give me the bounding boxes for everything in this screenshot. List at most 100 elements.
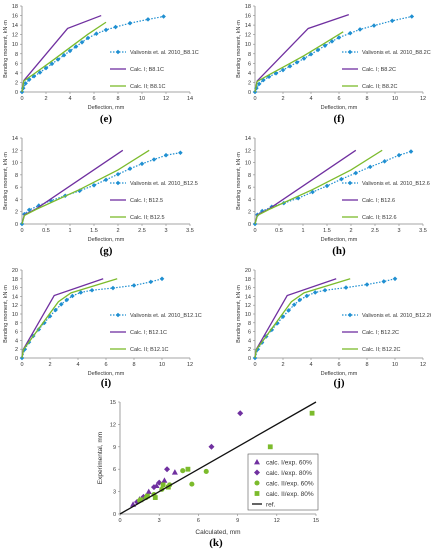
- data-point: [78, 290, 84, 295]
- legend-marker: [115, 49, 121, 55]
- data-point: [145, 17, 151, 22]
- series-k-4: [119, 401, 317, 515]
- chart-panel-h: 0 2 4 6 8 10 12 14 0 0.5 1 1.5 2 2.5 3 3.5 Deflection, m…: [236, 136, 430, 257]
- y-tick-label: 2: [248, 347, 251, 353]
- x-tick-label: 0: [20, 228, 23, 234]
- legend-label: Valivonis et. al. 2010_B8.2C: [362, 50, 431, 56]
- series-j-2: [254, 278, 351, 359]
- data-point: [43, 65, 49, 71]
- x-tick-label: 2.5: [138, 228, 146, 234]
- data-point: [208, 443, 215, 450]
- y-tick-label: 6: [248, 330, 251, 336]
- y-tick-label: 0: [15, 356, 18, 362]
- x-tick-label: 10: [392, 362, 398, 368]
- x-tick-label: 0: [20, 362, 23, 368]
- data-point: [23, 81, 28, 86]
- data-point: [159, 276, 165, 282]
- x-tick-label: 2: [116, 228, 119, 234]
- data-point: [322, 43, 328, 48]
- x-tick-label: 0: [20, 96, 23, 102]
- data-point: [150, 484, 157, 491]
- legend-label: Calc. II; B12.5: [130, 215, 165, 221]
- y-tick-label: 0: [113, 512, 116, 518]
- y-tick-label: 16: [245, 286, 251, 292]
- series-line: [254, 13, 350, 93]
- data-point: [367, 164, 373, 170]
- y-tick-label: 12: [245, 148, 251, 154]
- y-axis-label: Bending moment, kN·m: [3, 285, 9, 343]
- data-point: [139, 161, 145, 167]
- data-point: [343, 285, 349, 290]
- x-tick-label: 2: [48, 362, 51, 368]
- data-point: [237, 410, 244, 417]
- x-tick-label: 4: [76, 362, 79, 368]
- x-tick-label: 2.5: [371, 228, 379, 234]
- legend-marker: [254, 459, 260, 465]
- data-point: [160, 482, 166, 488]
- legend-label: Valivonis et. al. 2010_B12.6: [362, 181, 430, 187]
- x-tick-label: 6: [337, 96, 340, 102]
- x-tick-label: 2: [349, 228, 352, 234]
- y-tick-label: 0: [15, 222, 18, 228]
- legend-label: Calc. I; B12.6: [362, 198, 395, 204]
- data-point: [103, 177, 109, 183]
- x-tick-label: 1: [68, 228, 71, 234]
- y-tick-label: 12: [12, 33, 18, 39]
- x-tick-label: 8: [365, 362, 368, 368]
- x-tick-label: 8: [116, 96, 119, 102]
- y-tick-label: 10: [245, 42, 251, 48]
- y-tick-label: 10: [245, 312, 251, 318]
- legend-marker: [347, 180, 353, 186]
- y-tick-label: 8: [248, 173, 251, 179]
- data-point: [178, 150, 183, 156]
- y-axis-label: Bending moment, kN·m: [236, 152, 242, 210]
- legend-label: calc. II/exp. 60%: [266, 481, 314, 488]
- y-tick-label: 3: [113, 490, 116, 496]
- data-point: [339, 176, 344, 182]
- legend-f: Valivonis et. al. 2010_B8.2C Calc. I; B8.…: [342, 49, 431, 90]
- x-tick-label: 1.5: [323, 228, 331, 234]
- x-tick-label: 8: [132, 362, 135, 368]
- y-tick-label: 2: [248, 210, 251, 216]
- y-axis-label: Bending moment, kN·m: [236, 20, 242, 78]
- data-point: [185, 466, 191, 472]
- data-point: [70, 293, 75, 299]
- data-point: [347, 30, 353, 36]
- x-tick-label: 10: [392, 96, 398, 102]
- data-point: [364, 282, 370, 287]
- data-point: [189, 481, 195, 487]
- series-h-2: [254, 149, 383, 225]
- x-tick-label: 0: [253, 96, 256, 102]
- data-point: [329, 39, 335, 44]
- data-point: [89, 287, 95, 293]
- data-point: [110, 285, 116, 291]
- x-tick-label: 6: [197, 518, 200, 524]
- data-point: [127, 20, 133, 26]
- series-g-1: [21, 149, 124, 225]
- legend-marker: [115, 312, 121, 318]
- legend-marker: [347, 49, 353, 55]
- reference-line: [119, 401, 317, 515]
- series-line: [254, 31, 344, 93]
- y-tick-label: 9: [113, 445, 116, 451]
- data-point: [371, 23, 377, 28]
- y-tick-label: 14: [12, 136, 18, 142]
- y-tick-label: 10: [12, 312, 18, 318]
- y-axis-label: Bending moment, kN·m: [3, 20, 9, 78]
- data-point: [315, 47, 321, 53]
- series-line: [254, 149, 357, 225]
- data-point: [37, 70, 43, 75]
- x-tick-label: 12: [274, 518, 280, 524]
- y-tick-label: 12: [12, 303, 18, 309]
- legend-label: ref.: [266, 502, 276, 509]
- data-point: [53, 307, 58, 313]
- legend-label: Calc. I; B8.1C: [130, 67, 164, 73]
- y-axis-label: Bending moment, kN·m: [3, 152, 9, 210]
- data-point: [161, 477, 168, 483]
- data-point: [145, 493, 150, 499]
- y-tick-label: 14: [12, 23, 18, 29]
- y-tick-label: 14: [245, 136, 251, 142]
- series-line: [21, 278, 118, 359]
- x-tick-label: 6: [337, 362, 340, 368]
- x-axis-label: Deflection, mm: [321, 105, 358, 111]
